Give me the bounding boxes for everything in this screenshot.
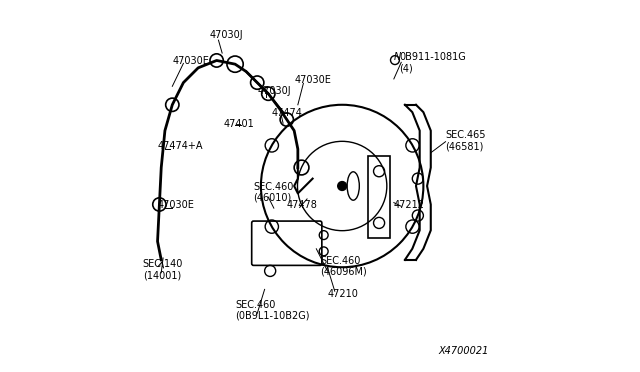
Text: SEC.460: SEC.460 <box>320 256 360 266</box>
Text: 47212: 47212 <box>394 200 425 210</box>
Text: 47030E: 47030E <box>172 56 209 66</box>
Text: (4): (4) <box>399 64 413 74</box>
Text: 47478: 47478 <box>287 200 317 210</box>
Text: 47030J: 47030J <box>209 30 243 40</box>
Text: (14001): (14001) <box>143 270 181 280</box>
Text: SEC.460: SEC.460 <box>253 182 294 192</box>
Text: 47030E: 47030E <box>294 75 331 84</box>
Text: X4700021: X4700021 <box>438 346 488 356</box>
Text: (46581): (46581) <box>445 141 484 151</box>
Text: 47474+A: 47474+A <box>157 141 203 151</box>
Text: 47030J: 47030J <box>257 86 291 96</box>
Circle shape <box>338 182 347 190</box>
Text: 47474: 47474 <box>272 108 303 118</box>
Text: N: N <box>394 52 401 62</box>
Text: (46010): (46010) <box>253 193 292 203</box>
Text: SEC.460: SEC.460 <box>235 300 275 310</box>
Text: (0B9L1-10B2G): (0B9L1-10B2G) <box>235 311 310 321</box>
Text: 47401: 47401 <box>224 119 255 129</box>
Bar <box>368 157 390 238</box>
Text: SEC.465: SEC.465 <box>445 130 486 140</box>
Text: 47030E: 47030E <box>157 200 195 210</box>
Text: 0B911-1081G: 0B911-1081G <box>399 52 466 62</box>
Text: 47210: 47210 <box>328 289 358 299</box>
Text: SEC.140: SEC.140 <box>143 259 183 269</box>
Text: (46096M): (46096M) <box>320 267 367 277</box>
